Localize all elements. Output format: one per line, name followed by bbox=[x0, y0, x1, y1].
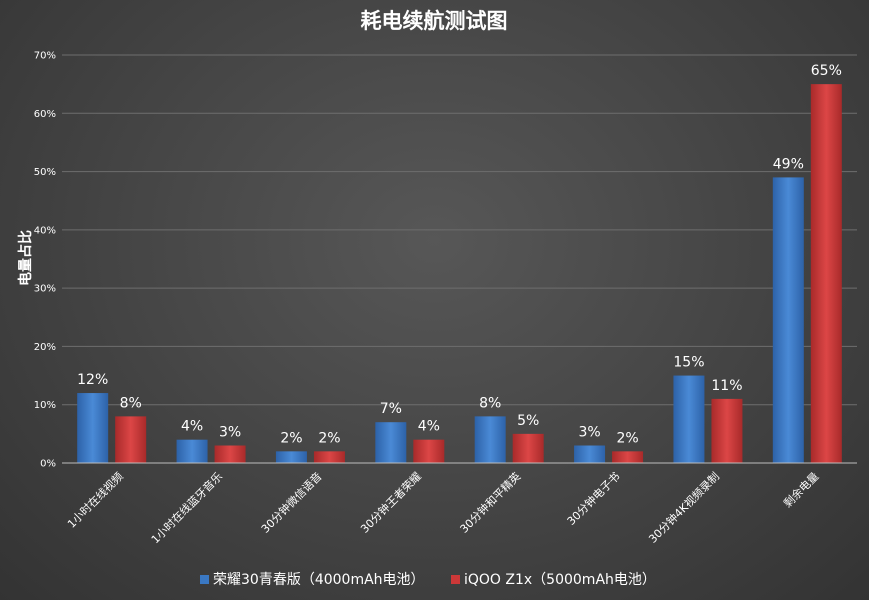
bar-series-1 bbox=[574, 445, 606, 463]
chart-title: 耗电续航测试图 bbox=[361, 9, 508, 33]
bar-series-1 bbox=[77, 393, 109, 463]
legend-label-series-2: iQOO Z1x（5000mAh电池） bbox=[464, 572, 656, 588]
data-label: 8% bbox=[120, 395, 142, 411]
bar-series-1 bbox=[176, 439, 208, 463]
data-label: 4% bbox=[418, 419, 440, 435]
bar-series-2 bbox=[313, 451, 345, 463]
data-label: 65% bbox=[811, 63, 842, 79]
data-label: 12% bbox=[77, 372, 108, 388]
y-tick-label: 30% bbox=[34, 284, 56, 295]
bar-series-1 bbox=[772, 177, 804, 463]
legend-swatch-series-2 bbox=[451, 575, 460, 584]
bar-series-2 bbox=[115, 416, 147, 463]
legend-swatch-series-1 bbox=[200, 575, 209, 584]
data-label: 7% bbox=[380, 401, 402, 417]
x-axis-ticks: 1小时在线视频 1小时在线蓝牙音乐 30分钟微信语音 30分钟王者荣耀 30分钟和平精英… bbox=[64, 469, 821, 546]
bar-series-2 bbox=[810, 84, 842, 464]
data-label: 3% bbox=[578, 425, 600, 441]
x-tick-label: 30分钟和平精英 bbox=[457, 469, 523, 535]
y-tick-label: 50% bbox=[34, 167, 56, 178]
data-label: 2% bbox=[318, 430, 340, 446]
bar-series-2 bbox=[413, 439, 445, 463]
y-tick-label: 20% bbox=[34, 342, 56, 353]
data-label: 3% bbox=[219, 425, 241, 441]
data-label: 4% bbox=[181, 419, 203, 435]
x-tick-label: 30分钟微信语音 bbox=[258, 469, 324, 535]
y-tick-label: 40% bbox=[34, 225, 56, 236]
y-axis-label: 电量占比 bbox=[17, 230, 34, 286]
x-tick-label: 30分钟电子书 bbox=[564, 469, 623, 528]
gridlines bbox=[62, 54, 857, 406]
bar-series-1 bbox=[375, 422, 407, 463]
data-label: 2% bbox=[616, 430, 638, 446]
y-tick-label: 10% bbox=[34, 400, 56, 411]
x-tick-label: 30分钟4K视频录制 bbox=[646, 469, 723, 546]
data-labels: 12% 8% 4% 3% 2% 2% 7% 4% 8% 5% 3% 2% 15% 11% 49% 65% bbox=[77, 63, 842, 446]
data-label: 11% bbox=[711, 378, 742, 394]
data-label: 2% bbox=[280, 430, 302, 446]
data-label: 15% bbox=[673, 355, 704, 371]
bar-series-1 bbox=[673, 375, 705, 463]
data-label: 49% bbox=[773, 156, 804, 172]
data-label: 8% bbox=[479, 395, 501, 411]
legend-label-series-1: 荣耀30青春版（4000mAh电池） bbox=[213, 572, 425, 588]
x-tick-label: 剩余电量 bbox=[780, 469, 821, 510]
x-tick-label: 1小时在线视频 bbox=[64, 469, 126, 531]
bar-series-1 bbox=[474, 416, 506, 463]
data-label: 5% bbox=[517, 413, 539, 429]
y-tick-label: 60% bbox=[34, 109, 56, 120]
x-tick-label: 30分钟王者荣耀 bbox=[357, 469, 423, 535]
legend: 荣耀30青春版（4000mAh电池） iQOO Z1x（5000mAh电池） bbox=[200, 572, 656, 588]
y-tick-label: 70% bbox=[34, 51, 56, 62]
bar-series-2 bbox=[612, 451, 644, 463]
y-axis-ticks: 0% 10% 20% 30% 40% 50% 60% 70% bbox=[34, 51, 56, 470]
bar-series-2 bbox=[512, 433, 544, 463]
bars bbox=[77, 84, 842, 464]
bar-series-1 bbox=[275, 451, 307, 463]
y-tick-label: 0% bbox=[40, 459, 56, 470]
bar-series-2 bbox=[214, 445, 246, 463]
bar-series-2 bbox=[711, 398, 743, 463]
x-tick-label: 1小时在线蓝牙音乐 bbox=[148, 469, 225, 546]
